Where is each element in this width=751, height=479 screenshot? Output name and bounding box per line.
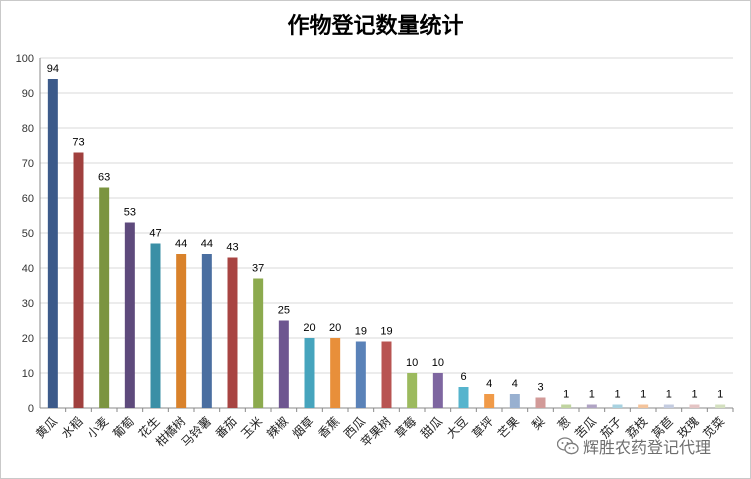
watermark: 辉胜农药登记代理 bbox=[557, 434, 711, 458]
bar bbox=[73, 152, 84, 408]
x-tick-label: 番茄 bbox=[213, 414, 240, 441]
x-tick-label: 梨 bbox=[529, 414, 547, 432]
y-tick-label: 0 bbox=[28, 403, 34, 415]
data-label: 25 bbox=[278, 305, 290, 317]
wechat-icon bbox=[557, 437, 579, 455]
y-tick-label: 20 bbox=[22, 333, 34, 345]
data-label: 4 bbox=[486, 378, 492, 390]
y-tick-label: 80 bbox=[22, 123, 34, 135]
bar bbox=[612, 404, 623, 408]
bar bbox=[150, 243, 161, 408]
data-label: 19 bbox=[380, 326, 392, 338]
bar bbox=[407, 373, 418, 408]
bar bbox=[330, 338, 341, 408]
data-label: 4 bbox=[512, 378, 518, 390]
bar bbox=[201, 254, 212, 408]
y-tick-label: 30 bbox=[22, 298, 34, 310]
x-tick-label: 葱 bbox=[555, 414, 573, 432]
data-label: 20 bbox=[329, 322, 341, 334]
data-label: 1 bbox=[691, 389, 697, 401]
x-tick-label: 芒果 bbox=[494, 414, 522, 442]
data-label: 53 bbox=[124, 207, 136, 219]
data-label: 19 bbox=[355, 326, 367, 338]
data-label: 44 bbox=[175, 238, 187, 250]
bar bbox=[304, 338, 315, 408]
x-tick-label: 马铃薯 bbox=[178, 414, 214, 450]
bar bbox=[689, 404, 700, 408]
data-label: 3 bbox=[537, 382, 543, 394]
data-label: 44 bbox=[201, 238, 213, 250]
x-tick-label: 葡萄 bbox=[110, 414, 137, 441]
data-label: 1 bbox=[614, 389, 620, 401]
watermark-text: 辉胜农药登记代理 bbox=[583, 438, 712, 457]
x-tick-label: 黄瓜 bbox=[33, 414, 60, 441]
x-tick-label: 大豆 bbox=[444, 414, 471, 441]
data-label: 1 bbox=[563, 389, 569, 401]
data-label: 1 bbox=[717, 389, 723, 401]
y-tick-label: 50 bbox=[22, 228, 34, 240]
data-label: 94 bbox=[47, 63, 59, 75]
y-tick-label: 70 bbox=[22, 158, 34, 170]
bar bbox=[663, 404, 674, 408]
x-tick-label: 甜瓜 bbox=[418, 414, 445, 441]
bar bbox=[484, 394, 495, 408]
data-label: 10 bbox=[406, 357, 418, 369]
bar bbox=[715, 404, 726, 408]
y-tick-label: 40 bbox=[22, 263, 34, 275]
data-label: 63 bbox=[98, 172, 110, 184]
x-tick-label: 草莓 bbox=[392, 414, 419, 441]
bar bbox=[355, 341, 366, 408]
y-tick-label: 60 bbox=[22, 193, 34, 205]
bar bbox=[99, 187, 110, 408]
x-tick-label: 苹果树 bbox=[358, 414, 394, 450]
bar bbox=[509, 394, 520, 408]
data-label: 1 bbox=[589, 389, 595, 401]
bar bbox=[47, 79, 58, 408]
x-tick-label: 小麦 bbox=[84, 414, 111, 441]
x-tick-label: 香蕉 bbox=[315, 414, 342, 441]
data-label: 1 bbox=[640, 389, 646, 401]
bar bbox=[638, 404, 649, 408]
x-tick-label: 玉米 bbox=[238, 414, 265, 441]
bar bbox=[253, 278, 264, 408]
bar bbox=[124, 222, 135, 408]
bar bbox=[176, 254, 187, 408]
x-tick-label: 水稻 bbox=[59, 414, 86, 441]
data-label: 47 bbox=[149, 228, 161, 240]
data-label: 6 bbox=[460, 371, 466, 383]
data-label: 10 bbox=[432, 357, 444, 369]
chart-title: 作物登记数量统计 bbox=[287, 13, 464, 39]
y-tick-label: 100 bbox=[16, 53, 34, 65]
bar bbox=[381, 341, 392, 408]
x-tick-label: 烟草 bbox=[290, 414, 317, 441]
bar bbox=[586, 404, 597, 408]
data-label: 43 bbox=[226, 242, 238, 254]
bar bbox=[432, 373, 443, 408]
data-label: 37 bbox=[252, 263, 264, 275]
bar bbox=[561, 404, 572, 408]
x-tick-label: 辣椒 bbox=[264, 414, 291, 441]
bar bbox=[227, 257, 238, 408]
bar bbox=[278, 320, 289, 408]
data-label: 20 bbox=[303, 322, 315, 334]
data-label: 1 bbox=[666, 389, 672, 401]
bar bbox=[535, 397, 546, 408]
x-tick-label: 草坪 bbox=[469, 414, 496, 441]
bar bbox=[458, 387, 469, 408]
y-tick-label: 90 bbox=[22, 88, 34, 100]
data-label: 73 bbox=[72, 137, 84, 149]
y-tick-label: 10 bbox=[22, 368, 34, 380]
